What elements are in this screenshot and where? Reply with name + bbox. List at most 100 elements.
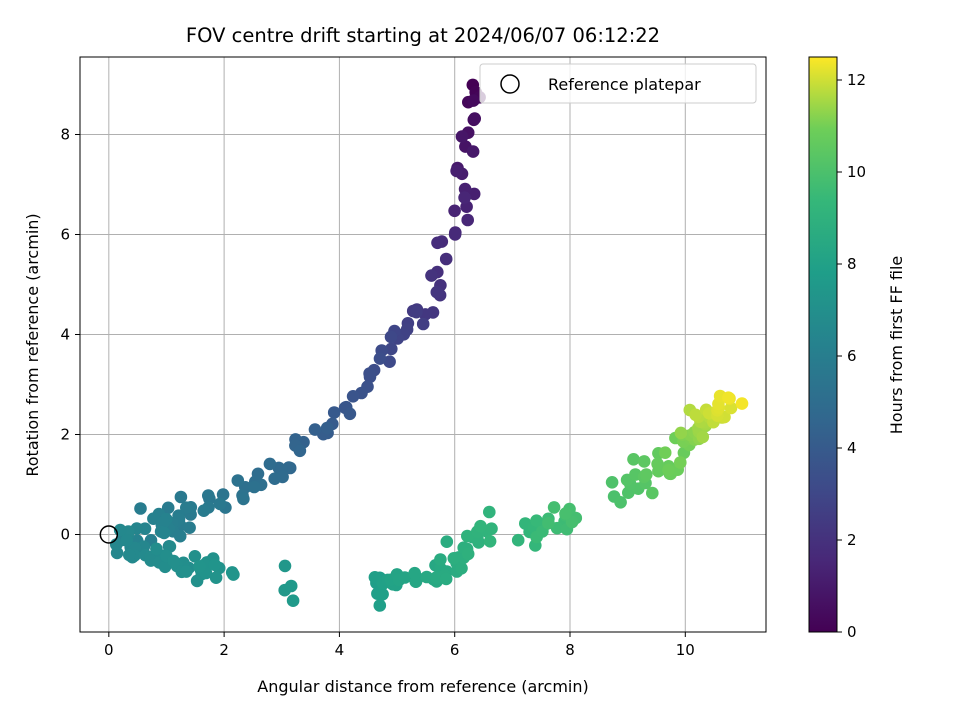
data-point	[651, 457, 664, 471]
data-point	[416, 317, 430, 331]
data-point	[376, 588, 389, 601]
data-point	[542, 516, 555, 530]
data-point	[293, 444, 307, 458]
data-point	[674, 456, 687, 469]
data-point	[174, 490, 188, 504]
data-point	[193, 560, 206, 573]
data-point	[147, 512, 160, 525]
data-point	[120, 534, 133, 547]
data-point	[268, 472, 282, 486]
data-point	[474, 519, 487, 533]
colorbar-tick-label: 6	[847, 347, 857, 365]
data-point	[455, 562, 468, 575]
data-point	[637, 455, 651, 468]
data-point	[363, 367, 376, 380]
data-point	[373, 599, 387, 612]
data-point	[467, 94, 480, 107]
data-point	[430, 285, 444, 299]
plot-background	[80, 57, 766, 632]
data-point	[735, 397, 749, 410]
colorbar-tick-label: 12	[847, 71, 866, 89]
chart-title: FOV centre drift starting at 2024/06/07 …	[186, 24, 660, 47]
colorbar-gradient	[808, 56, 838, 633]
x-tick-label: 6	[450, 641, 460, 659]
data-point	[425, 269, 438, 282]
data-point	[547, 501, 561, 514]
data-point	[696, 430, 710, 444]
data-point	[483, 535, 497, 548]
data-point	[605, 476, 619, 489]
colorbar-tick-label: 0	[847, 623, 857, 641]
data-point	[448, 204, 461, 218]
data-point	[662, 463, 675, 477]
data-point	[227, 568, 240, 581]
data-point	[134, 502, 147, 515]
x-tick-label: 0	[104, 641, 114, 659]
data-point	[183, 521, 196, 534]
data-point	[157, 526, 171, 540]
y-axis-label: Rotation from reference (arcmin)	[23, 213, 42, 476]
data-point	[458, 191, 471, 204]
data-point	[640, 468, 653, 481]
data-point	[448, 228, 462, 241]
x-axis-label: Angular distance from reference (arcmin)	[257, 677, 588, 696]
x-tick-label: 8	[565, 641, 575, 659]
x-tick-label: 2	[219, 641, 229, 659]
grid-lines	[80, 57, 766, 632]
data-point	[208, 558, 222, 572]
legend-marker-icon	[500, 74, 520, 94]
x-tick-label: 10	[676, 641, 695, 659]
data-point	[461, 529, 474, 543]
colorbar-tick-label: 4	[847, 439, 857, 457]
data-point	[197, 504, 211, 517]
data-point	[167, 554, 180, 568]
colorbar: 0 2 4 6 8 10 12 Hours from first FF file	[808, 56, 906, 641]
data-point	[447, 552, 461, 565]
data-point	[530, 514, 543, 527]
data-point	[346, 390, 360, 403]
data-point	[123, 548, 136, 562]
data-point	[627, 453, 640, 466]
colorbar-tick-label: 10	[847, 163, 866, 181]
colorbar-tick-label: 8	[847, 255, 857, 273]
data-point	[420, 570, 434, 584]
data-point	[439, 252, 453, 266]
data-point	[202, 489, 215, 502]
data-point	[398, 571, 412, 584]
y-tick-label: 0	[60, 526, 70, 544]
data-point	[150, 542, 163, 556]
data-point	[263, 457, 277, 471]
colorbar-label: Hours from first FF file	[887, 256, 906, 435]
data-point	[461, 547, 475, 561]
data-point	[180, 565, 193, 578]
data-point	[384, 330, 398, 344]
data-point	[658, 446, 672, 460]
data-point	[231, 474, 245, 487]
data-point	[385, 342, 398, 356]
data-point	[308, 423, 322, 436]
data-point	[327, 406, 341, 419]
data-point	[213, 497, 227, 511]
data-point	[483, 505, 496, 519]
data-point	[110, 546, 124, 560]
colorbar-ticks: 0 2 4 6 8 10 12	[837, 71, 866, 641]
data-point	[511, 533, 525, 547]
data-point	[468, 112, 482, 125]
data-point	[440, 535, 454, 548]
data-point	[161, 501, 175, 515]
y-tick-label: 4	[60, 326, 70, 344]
data-point	[237, 492, 250, 506]
data-point	[408, 566, 422, 580]
data-point	[343, 407, 357, 421]
data-point	[434, 553, 447, 566]
data-point	[247, 480, 261, 494]
data-point	[674, 426, 688, 440]
data-point	[455, 130, 469, 143]
x-axis-ticks: 0 2 4 6 8 10	[104, 632, 695, 659]
data-point	[373, 352, 387, 365]
data-point	[284, 579, 298, 593]
data-point	[410, 305, 423, 319]
legend: Reference platepar	[479, 63, 757, 104]
y-axis-ticks: 0 2 4 6 8	[60, 126, 80, 544]
